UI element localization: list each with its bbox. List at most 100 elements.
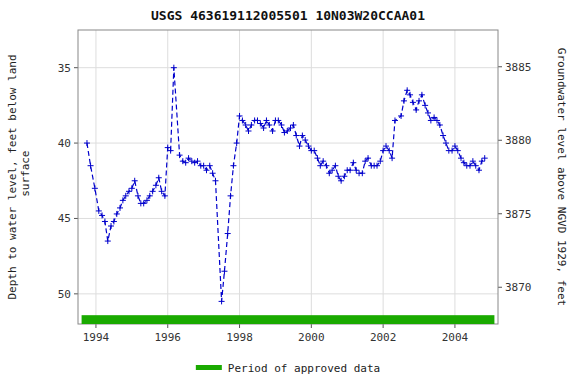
data-point xyxy=(168,148,174,154)
data-point xyxy=(353,167,359,173)
data-point xyxy=(341,173,347,179)
y-axis-label: Depth to water level, feet below land su… xyxy=(6,54,32,299)
data-point xyxy=(392,117,398,123)
data-point xyxy=(88,163,94,169)
data-point xyxy=(317,163,323,169)
data-point xyxy=(443,140,449,146)
data-point xyxy=(290,122,296,128)
tick xyxy=(498,140,502,141)
data-point xyxy=(117,205,123,211)
data-point xyxy=(335,173,341,179)
legend-swatch xyxy=(196,365,222,370)
data-point xyxy=(111,218,117,224)
data-point xyxy=(201,163,207,169)
data-point xyxy=(407,92,413,98)
data-point xyxy=(243,122,249,128)
grid-line xyxy=(78,143,498,144)
data-point xyxy=(105,238,111,244)
tick xyxy=(74,143,78,144)
grid-line xyxy=(167,30,168,324)
data-point xyxy=(99,212,105,218)
tick-label: 3880 xyxy=(505,134,532,147)
tick xyxy=(74,67,78,68)
grid-line xyxy=(383,30,384,324)
tick-label: 1998 xyxy=(226,331,253,344)
data-point xyxy=(296,143,302,149)
data-point xyxy=(422,102,428,108)
data-point xyxy=(261,125,267,131)
data-point xyxy=(281,130,287,136)
tick-label: 3870 xyxy=(505,281,532,294)
tick-label: 1994 xyxy=(83,331,110,344)
data-point xyxy=(398,113,404,119)
data-point xyxy=(159,188,165,194)
data-point xyxy=(123,193,129,199)
tick xyxy=(239,324,240,328)
data-point xyxy=(156,175,162,181)
y2-axis-label: Groundwater level above NGVD 1929, feet xyxy=(555,48,568,306)
approved-period-bar xyxy=(82,315,495,324)
data-point xyxy=(329,167,335,173)
y-axis-label-line: Depth to water level, feet below land xyxy=(6,54,19,299)
data-point xyxy=(270,128,276,134)
data-point xyxy=(192,160,198,166)
data-point xyxy=(428,117,434,123)
data-point xyxy=(183,160,189,166)
data-point xyxy=(299,133,305,139)
data-point xyxy=(219,298,225,304)
data-point xyxy=(102,218,108,224)
data-point xyxy=(326,170,332,176)
data-point xyxy=(461,160,467,166)
data-point xyxy=(288,125,294,131)
data-point xyxy=(225,231,231,237)
data-point xyxy=(416,98,422,104)
data-point xyxy=(221,268,227,274)
tick-label: 45 xyxy=(58,212,71,225)
data-point xyxy=(189,158,195,164)
data-point xyxy=(320,158,326,164)
data-point xyxy=(162,193,168,199)
tick-label: 2002 xyxy=(370,331,397,344)
grid-line xyxy=(311,30,312,324)
tick-label: 1996 xyxy=(154,331,181,344)
data-point xyxy=(401,98,407,104)
data-point xyxy=(479,158,485,164)
grid-line xyxy=(239,30,240,324)
data-point xyxy=(323,163,329,169)
grid-line xyxy=(454,30,455,324)
data-point xyxy=(239,117,245,123)
data-point xyxy=(237,113,243,119)
data-point xyxy=(266,122,272,128)
data-point xyxy=(419,92,425,98)
data-point xyxy=(263,117,269,123)
data-point xyxy=(332,163,338,169)
data-point xyxy=(144,197,150,203)
data-point xyxy=(383,143,389,149)
tick xyxy=(167,324,168,328)
data-point xyxy=(207,163,213,169)
legend-label: Period of approved data xyxy=(228,362,380,375)
data-point xyxy=(234,140,240,146)
tick xyxy=(498,287,502,288)
data-point xyxy=(254,117,260,123)
data-point xyxy=(449,148,455,154)
data-point xyxy=(302,137,308,143)
data-point xyxy=(380,148,386,154)
data-point xyxy=(365,155,371,161)
data-point xyxy=(195,158,201,164)
data-point xyxy=(470,158,476,164)
data-point xyxy=(248,122,254,128)
data-point xyxy=(455,148,461,154)
tick xyxy=(74,218,78,219)
data-point xyxy=(150,188,156,194)
tick-label: 3875 xyxy=(505,208,532,221)
plot-area xyxy=(82,65,495,324)
data-point xyxy=(228,193,234,199)
data-point xyxy=(347,167,353,173)
data-point xyxy=(96,208,102,214)
data-point xyxy=(204,167,210,173)
data-point xyxy=(165,145,171,151)
data-point xyxy=(482,155,488,161)
title: USGS 463619112005501 10N03W20CCAA01 xyxy=(151,8,425,23)
data-point xyxy=(440,133,446,139)
